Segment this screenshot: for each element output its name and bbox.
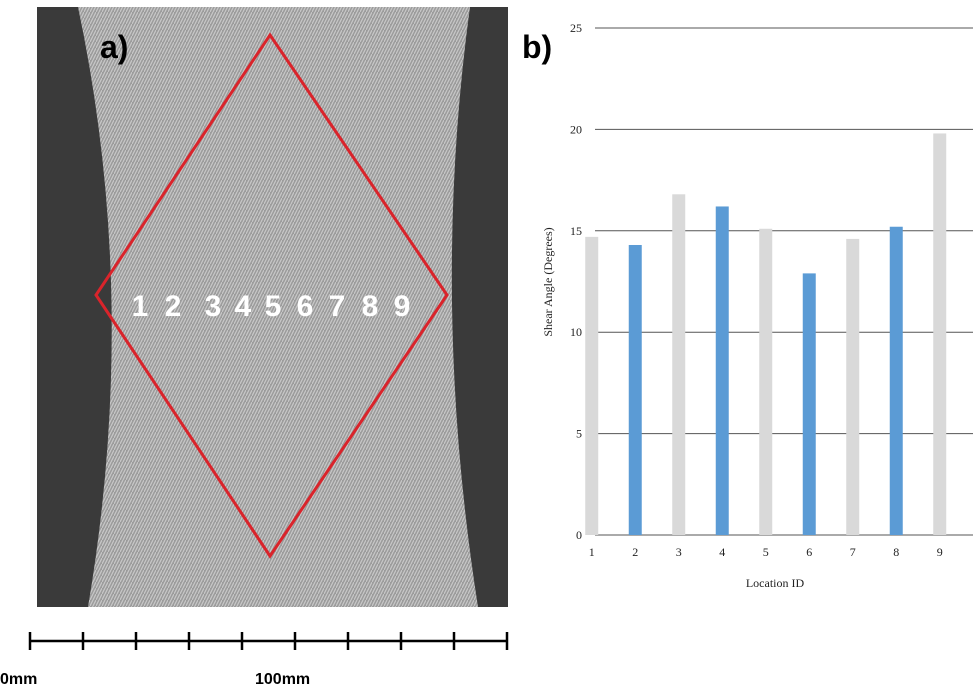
bar <box>802 273 816 535</box>
bar <box>846 238 860 536</box>
scale-label: 100mm <box>255 671 310 688</box>
fabric <box>78 7 478 607</box>
x-tick-label: 3 <box>676 545 682 559</box>
location-label: 2 <box>165 290 182 323</box>
scale-bar <box>28 632 509 650</box>
bar <box>672 194 686 535</box>
y-tick-label: 5 <box>576 427 582 441</box>
location-label: 8 <box>362 290 379 323</box>
bar <box>628 244 642 535</box>
plot: 0 5 10 15 20 25 1 2 3 4 5 6 7 8 9 <box>570 21 973 559</box>
location-label: 9 <box>394 290 411 323</box>
x-tick-label: 2 <box>632 545 638 559</box>
photo: a) 1 2 3 4 5 6 7 8 9 <box>37 7 508 607</box>
x-tick-label: 1 <box>589 545 595 559</box>
location-label: 5 <box>265 290 282 323</box>
bar <box>889 226 903 535</box>
y-tick-label: 20 <box>570 122 582 136</box>
diamond-outline <box>94 32 449 559</box>
y-tick-label: 0 <box>576 528 582 542</box>
x-tick-label: 6 <box>806 545 812 559</box>
y-tick-label: 25 <box>570 21 582 35</box>
panel-label: b) <box>522 29 552 65</box>
y-tick-label: 10 <box>570 325 582 339</box>
bar <box>933 133 947 535</box>
x-tick-label: 7 <box>850 545 856 559</box>
bar <box>585 236 599 535</box>
location-label: 1 <box>132 290 149 323</box>
location-labels: 1 2 3 4 5 6 7 8 9 <box>132 290 411 323</box>
location-label: 6 <box>297 290 314 323</box>
x-tick-label: 9 <box>937 545 943 559</box>
bar <box>715 206 729 536</box>
x-axis-label: Location ID <box>746 576 805 590</box>
x-tick-label: 5 <box>763 545 769 559</box>
y-axis-label: Shear Angle (Degrees) <box>541 227 555 336</box>
location-label: 7 <box>329 290 346 323</box>
x-tick-label: 8 <box>893 545 899 559</box>
location-label: 4 <box>235 290 252 323</box>
y-tick-label: 15 <box>570 224 582 238</box>
x-tick-label: 4 <box>719 545 725 559</box>
location-label: 3 <box>205 290 222 323</box>
scale-label: 0mm <box>0 671 37 688</box>
panel-label: a) <box>100 29 128 65</box>
bar <box>759 228 773 535</box>
